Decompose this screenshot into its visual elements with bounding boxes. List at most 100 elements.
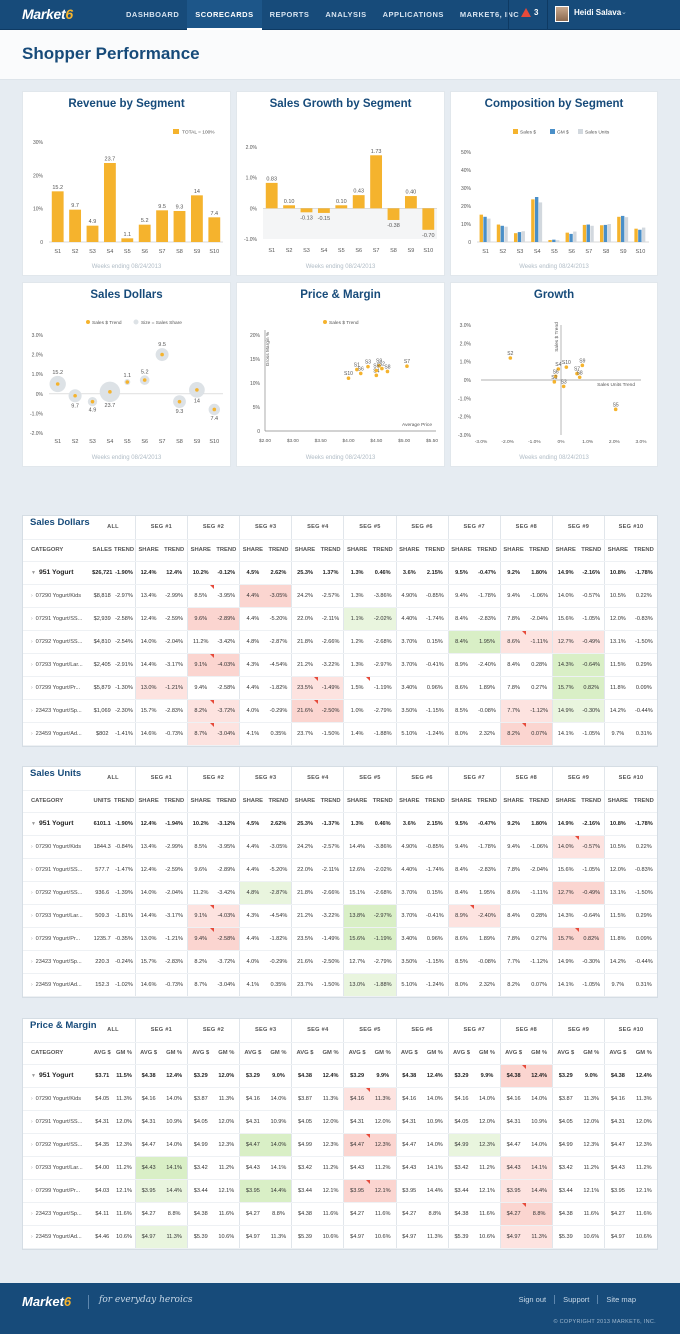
column-header[interactable]: SHARE [291, 539, 318, 562]
category-cell[interactable]: › 07292 Yogurt/SS... [23, 1133, 92, 1157]
category-cell[interactable]: › 07291 Yogurt/SS... [23, 607, 92, 631]
expand-icon[interactable]: › [31, 730, 33, 737]
category-cell[interactable]: › 07291 Yogurt/SS... [23, 858, 92, 882]
column-header[interactable]: GM % [161, 1042, 188, 1065]
table-row[interactable]: ▼ 951 Yogurt $26,721 -1.90% 12.4% 12.4% 10.2% -… [23, 561, 657, 585]
column-header[interactable]: SHARE [239, 790, 266, 813]
table-row[interactable]: › 07290 Yogurt/Kids $4.05 11.3% $4.16 14.0% $3… [23, 1087, 657, 1111]
table-row[interactable]: › 23423 Yogurt/Sp... $1,069 -2.30% 15.7% -2.8… [23, 699, 657, 723]
segment-header[interactable]: SEG #9 [551, 516, 605, 540]
column-header[interactable]: GM % [369, 1042, 397, 1065]
column-header[interactable]: SHARE [291, 790, 318, 813]
column-header[interactable]: AVG $ [239, 1042, 266, 1065]
column-header[interactable]: GM % [113, 1042, 136, 1065]
column-header[interactable]: GM % [630, 1042, 657, 1065]
segment-header[interactable]: SEG #5 [343, 516, 397, 540]
column-header[interactable]: GM % [526, 1042, 553, 1065]
column-header[interactable]: GM % [265, 1042, 292, 1065]
column-header[interactable]: SHARE [134, 790, 162, 813]
column-header[interactable]: AVG $ [134, 1042, 162, 1065]
column-header[interactable]: TREND [526, 539, 553, 562]
column-header[interactable]: TREND [161, 539, 188, 562]
column-header[interactable]: SHARE [499, 539, 527, 562]
nav-dashboard[interactable]: DASHBOARD [126, 10, 180, 19]
segment-header[interactable]: SEG #7 [447, 516, 501, 540]
column-header[interactable]: SHARE [604, 539, 631, 562]
expand-icon[interactable]: › [31, 684, 33, 691]
expand-icon[interactable]: › [31, 615, 33, 622]
category-cell[interactable]: › 23459 Yogurt/Ad... [23, 973, 92, 997]
nav-applications[interactable]: APPLICATIONS [382, 10, 444, 19]
column-header[interactable]: AVG $ [604, 1042, 631, 1065]
category-cell[interactable]: › 07290 Yogurt/Kids [23, 584, 92, 608]
expand-icon[interactable]: › [31, 592, 33, 599]
table-row[interactable]: › 07291 Yogurt/SS... $4.31 12.0% $4.31 10.9% $… [23, 1110, 657, 1134]
nav-scorecards[interactable]: SCORECARDS [187, 0, 262, 30]
category-cell[interactable]: › 07292 Yogurt/SS... [23, 630, 92, 654]
segment-header[interactable]: SEG #9 [551, 1019, 605, 1043]
segment-header[interactable]: SEG #2 [186, 1019, 240, 1043]
column-header[interactable]: TREND [161, 790, 188, 813]
column-header[interactable]: SHARE [343, 539, 370, 562]
table-row[interactable]: › 07292 Yogurt/SS... $4,810 -2.54% 14.0% -2.0… [23, 630, 657, 654]
segment-header[interactable]: SEG #2 [186, 516, 240, 540]
column-header[interactable]: SHARE [395, 539, 423, 562]
user-menu[interactable]: Heidi Salava ⌄ [553, 0, 680, 30]
column-header[interactable]: SHARE [499, 790, 527, 813]
segment-header[interactable]: SEG #10 [604, 767, 657, 791]
category-cell[interactable]: › 07290 Yogurt/Kids [23, 835, 92, 859]
segment-header[interactable]: SEG #10 [604, 516, 657, 540]
table-row[interactable]: › 23459 Yogurt/Ad... 152.3 -1.02% 14.6% -0.73… [23, 973, 657, 997]
segment-header[interactable]: SEG #8 [499, 767, 553, 791]
segment-header[interactable]: SEG #6 [395, 516, 449, 540]
column-header[interactable]: GM % [422, 1042, 449, 1065]
category-cell[interactable]: › 23423 Yogurt/Sp... [23, 1202, 92, 1226]
column-header[interactable]: TREND [474, 539, 501, 562]
segment-header[interactable]: SEG #6 [395, 1019, 449, 1043]
segment-header[interactable]: SEG #4 [291, 767, 344, 791]
column-header[interactable]: SHARE [551, 539, 579, 562]
support-link[interactable]: Support [554, 1295, 597, 1304]
expand-icon[interactable]: › [31, 1141, 33, 1148]
column-header[interactable]: SHARE [186, 790, 214, 813]
category-cell[interactable]: › 23459 Yogurt/Ad... [23, 1225, 92, 1249]
column-header[interactable]: TREND [369, 539, 397, 562]
expand-icon[interactable]: › [31, 935, 33, 942]
table-row[interactable]: › 07291 Yogurt/SS... $2,939 -2.58% 12.4% -2.5… [23, 607, 657, 631]
column-header[interactable]: SHARE [134, 539, 162, 562]
collapse-icon[interactable]: ▼ [31, 821, 36, 827]
column-header[interactable]: SHARE [395, 790, 423, 813]
nav-market6-inc[interactable]: MARKET6, INC [459, 10, 520, 19]
expand-icon[interactable]: › [31, 661, 33, 668]
column-header[interactable]: AVG $ [395, 1042, 423, 1065]
category-cell[interactable]: › 07293 Yogurt/Lar... [23, 653, 92, 677]
column-header[interactable]: TREND [213, 790, 240, 813]
segment-header[interactable]: SEG #4 [291, 516, 344, 540]
segment-header[interactable]: SEG #1 [134, 516, 188, 540]
column-header[interactable]: TREND [526, 790, 553, 813]
expand-icon[interactable]: › [31, 1210, 33, 1217]
category-header[interactable]: CATEGORY [23, 790, 92, 813]
table-row[interactable]: › 07299 Yogurt/Pr... 1235.7 -0.35% 13.0% -1.2… [23, 927, 657, 951]
category-cell[interactable]: › 07290 Yogurt/Kids [23, 1087, 92, 1111]
table-row[interactable]: › 07293 Yogurt/Lar... $4.00 11.2% $4.43 14.1%… [23, 1156, 657, 1180]
table-row[interactable]: › 23459 Yogurt/Ad... $4.46 10.6% $4.97 11.3% $… [23, 1225, 657, 1249]
column-header[interactable]: SHARE [447, 539, 475, 562]
category-cell[interactable]: › 07293 Yogurt/Lar... [23, 1156, 92, 1180]
category-cell[interactable]: › 07299 Yogurt/Pr... [23, 927, 92, 951]
column-header[interactable]: SHARE [551, 790, 579, 813]
table-row[interactable]: › 07293 Yogurt/Lar... $2,405 -2.91% 14.4% -3.… [23, 653, 657, 677]
table-row[interactable]: › 23423 Yogurt/Sp... 220.3 -0.24% 15.7% -2.83… [23, 950, 657, 974]
column-header[interactable]: AVG $ [343, 1042, 370, 1065]
segment-header[interactable]: SEG #3 [239, 1019, 292, 1043]
nav-analysis[interactable]: ANALYSIS [325, 10, 367, 19]
column-header[interactable]: AVG $ [499, 1042, 527, 1065]
column-header[interactable]: TREND [630, 539, 657, 562]
column-header[interactable]: TREND [578, 790, 605, 813]
segment-header[interactable]: SEG #2 [186, 767, 240, 791]
site-map-link[interactable]: Site map [597, 1295, 644, 1304]
column-header[interactable]: GM % [578, 1042, 605, 1065]
footer-logo[interactable]: Market6 [22, 1294, 71, 1309]
category-cell[interactable]: › 23423 Yogurt/Sp... [23, 950, 92, 974]
category-cell[interactable]: › 07292 Yogurt/SS... [23, 881, 92, 905]
